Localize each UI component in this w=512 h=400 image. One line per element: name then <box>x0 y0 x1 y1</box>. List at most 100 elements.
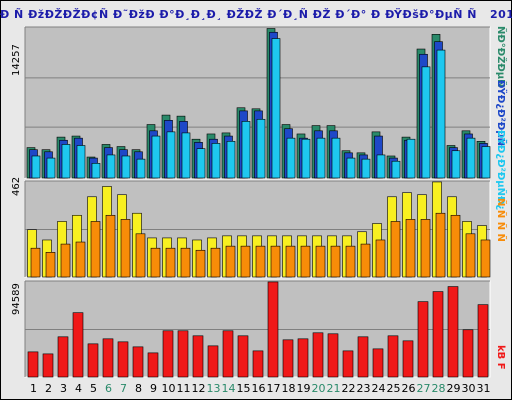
x-tick-label-3: 3 <box>60 382 67 395</box>
bar-p1-s1-d25 <box>390 221 401 278</box>
bar-p2-s0-d29 <box>447 286 459 378</box>
bar-p1-s1-d16 <box>255 245 266 278</box>
bar-p0-s2-d2 <box>46 157 56 179</box>
bar-p2-s0-d25 <box>387 335 399 378</box>
bar-p1-s1-d1 <box>30 247 41 278</box>
x-tick-label-19: 19 <box>297 382 311 395</box>
bar-p1-s1-d19 <box>300 245 311 278</box>
bar-p0-s2-d5 <box>91 163 101 179</box>
bar-p1-s1-d30 <box>465 233 476 278</box>
bar-p0-s2-d14 <box>226 141 236 179</box>
x-tick-label-28: 28 <box>432 382 446 395</box>
bar-p1-s1-d14 <box>225 245 236 278</box>
bar-p0-s2-d9 <box>151 135 161 179</box>
bar-p0-s2-d29 <box>451 150 461 179</box>
bar-p0-s2-d17 <box>271 38 281 179</box>
bottom-ymax-label: 94589 <box>11 283 22 315</box>
bar-p1-s1-d29 <box>450 214 461 278</box>
bar-p2-s0-d5 <box>87 343 99 378</box>
bar-p0-s2-d22 <box>346 157 356 179</box>
bar-p0-s2-d19 <box>301 138 311 179</box>
bar-p2-s0-d14 <box>222 330 234 378</box>
x-tick-label-29: 29 <box>447 382 461 395</box>
bar-p0-s2-d7 <box>121 155 131 179</box>
bar-p1-s1-d5 <box>90 221 101 278</box>
x-tick-label-25: 25 <box>387 382 401 395</box>
bar-p0-s2-d24 <box>376 154 386 179</box>
x-tick-label-15: 15 <box>237 382 251 395</box>
bar-p2-s0-d28 <box>432 291 444 378</box>
bar-p0-s2-d6 <box>106 154 116 179</box>
bar-p2-s0-d27 <box>417 301 429 378</box>
bar-p2-s0-d20 <box>312 332 324 378</box>
bar-p1-s1-d24 <box>375 239 386 278</box>
bar-p1-s1-d4 <box>75 241 86 278</box>
bar-p0-s2-d12 <box>196 148 206 179</box>
x-tick-label-2: 2 <box>45 382 52 395</box>
bar-p1-s1-d23 <box>360 243 371 278</box>
bar-p2-s0-d6 <box>102 338 114 378</box>
bar-p0-s2-d27 <box>421 66 431 179</box>
bar-p0-s2-d18 <box>286 137 296 179</box>
chart-title: Ð Ñ ÐžÐŽÐŽÐ¢Ñ Ð˜ÐžÐ Ð°Ð¸Ð¸Ð¸ ÐŽÐŽ Ð´Ð¸Ñ … <box>0 8 512 21</box>
x-tick-label-17: 17 <box>267 382 281 395</box>
bar-p2-s0-d22 <box>342 350 354 378</box>
top-ymax-label: 14257 <box>11 44 22 76</box>
bar-p0-s2-d1 <box>31 155 41 179</box>
bar-p1-s1-d6 <box>105 214 116 278</box>
bar-p0-s2-d16 <box>256 118 266 179</box>
x-tick-label-1: 1 <box>30 382 37 395</box>
x-tick-label-27: 27 <box>417 382 431 395</box>
bar-p0-s2-d21 <box>331 137 341 179</box>
x-tick-label-7: 7 <box>120 382 127 395</box>
bar-p2-s0-d3 <box>57 336 69 378</box>
bar-p1-s1-d21 <box>330 245 341 278</box>
x-tick-label-26: 26 <box>402 382 416 395</box>
x-tick-label-9: 9 <box>150 382 157 395</box>
bar-p2-s0-d8 <box>132 346 144 378</box>
bar-p0-s2-d3 <box>61 144 71 179</box>
x-tick-label-14: 14 <box>222 382 236 395</box>
bar-p1-s1-d28 <box>435 212 446 278</box>
legend-hits: Ñ Ñ Ñ Ñ <box>495 198 506 242</box>
bar-p2-s0-d17 <box>267 281 279 378</box>
bar-p2-s0-d19 <box>297 338 309 378</box>
bar-p2-s0-d21 <box>327 333 339 378</box>
bar-p1-s1-d17 <box>270 245 281 278</box>
bar-p0-s2-d30 <box>466 137 476 179</box>
bar-p2-s0-d23 <box>357 336 369 378</box>
bar-p0-s2-d28 <box>436 49 446 179</box>
x-tick-label-22: 22 <box>342 382 356 395</box>
bar-p1-s1-d15 <box>240 245 251 278</box>
x-tick-label-31: 31 <box>477 382 491 395</box>
x-tick-label-16: 16 <box>252 382 266 395</box>
x-tick-label-8: 8 <box>135 382 142 395</box>
bar-p1-s1-d27 <box>420 219 431 278</box>
bar-p1-s1-d8 <box>135 233 146 278</box>
bar-p2-s0-d7 <box>117 341 129 378</box>
bar-p2-s0-d26 <box>402 340 414 378</box>
bar-p0-s2-d15 <box>241 121 251 179</box>
bar-p0-s2-d20 <box>316 137 326 179</box>
bar-p2-s0-d1 <box>27 351 39 378</box>
bar-p2-s0-d30 <box>462 329 474 378</box>
x-tick-label-12: 12 <box>192 382 206 395</box>
bar-p0-s2-d4 <box>76 145 86 179</box>
x-tick-label-24: 24 <box>372 382 386 395</box>
bar-p0-s2-d10 <box>166 131 176 179</box>
x-tick-label-10: 10 <box>162 382 176 395</box>
x-tick-label-18: 18 <box>282 382 296 395</box>
legend-sites: ÑÐ°ÐŽÐµÑ <box>495 26 506 88</box>
bar-p2-s0-d24 <box>372 348 384 378</box>
bar-p0-s2-d11 <box>181 132 191 179</box>
x-tick-label-20: 20 <box>312 382 326 395</box>
x-tick-label-13: 13 <box>207 382 221 395</box>
bar-p2-s0-d16 <box>252 350 264 378</box>
bar-p1-s1-d11 <box>180 247 191 278</box>
bar-p2-s0-d18 <box>282 339 294 378</box>
bar-p2-s0-d10 <box>162 330 174 378</box>
bar-p0-s2-d23 <box>361 158 371 179</box>
bar-p1-s1-d2 <box>45 252 56 278</box>
x-tick-label-6: 6 <box>105 382 112 395</box>
bar-p2-s0-d9 <box>147 352 159 378</box>
